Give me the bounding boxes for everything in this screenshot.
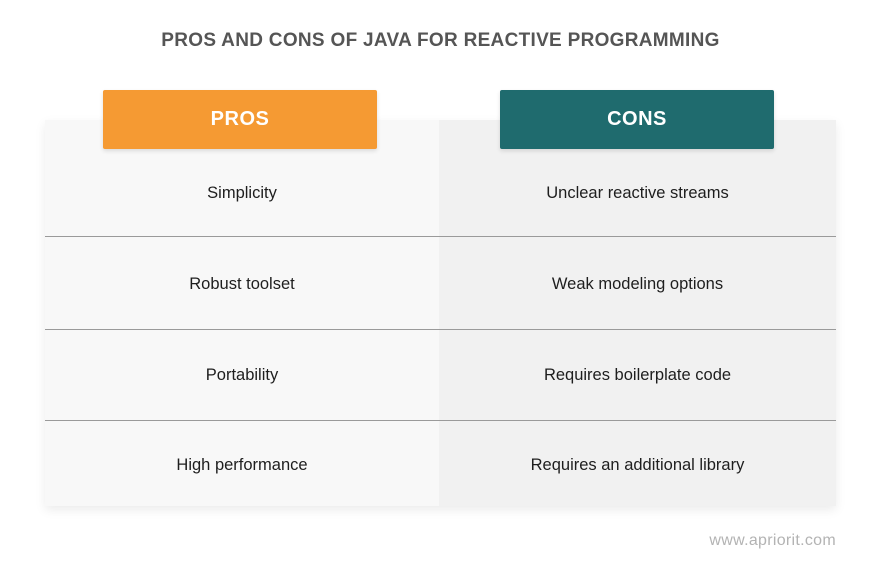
pros-cons-table: Simplicity Unclear reactive streams Robu… — [45, 120, 836, 506]
con-item: Unclear reactive streams — [546, 184, 729, 202]
pros-column-background — [45, 120, 439, 506]
table-row: High performance Requires an additional … — [45, 420, 836, 511]
cons-header: CONS — [500, 90, 774, 149]
table-row: Robust toolset Weak modeling options — [45, 239, 836, 330]
row-divider — [45, 329, 836, 330]
con-item: Requires an additional library — [530, 456, 745, 474]
row-divider — [45, 420, 836, 421]
pro-item: Robust toolset — [189, 275, 295, 293]
cons-column-background — [439, 120, 836, 506]
pro-item: Simplicity — [207, 184, 277, 202]
pro-item: High performance — [176, 456, 308, 474]
table-row: Portability Requires boilerplate code — [45, 330, 836, 421]
page-title: PROS AND CONS OF JAVA FOR REACTIVE PROGR… — [161, 30, 720, 51]
website-url: www.apriorit.com — [709, 532, 836, 549]
con-item: Weak modeling options — [551, 275, 724, 293]
pros-header: PROS — [103, 90, 377, 149]
table-row: Simplicity Unclear reactive streams — [45, 148, 836, 239]
row-divider — [45, 236, 836, 237]
pro-item: Portability — [205, 366, 279, 384]
con-item: Requires boilerplate code — [543, 366, 732, 384]
